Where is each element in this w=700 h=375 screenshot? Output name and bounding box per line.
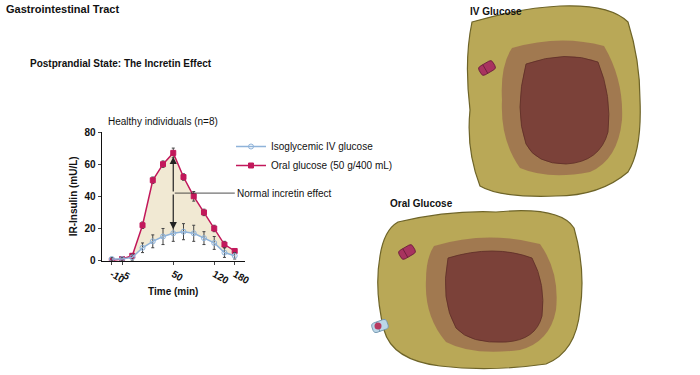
- svg-text:IR-Insulin (mU/L): IR-Insulin (mU/L): [68, 156, 79, 236]
- html-text:IV Glucose: IV Glucose: [470, 6, 522, 17]
- svg-text:-5: -5: [119, 268, 133, 282]
- svg-text:20: 20: [84, 223, 96, 234]
- html-text:Oral Glucose: Oral Glucose: [390, 198, 453, 209]
- html-text:Postprandial State: The Incret: Postprandial State: The Incretin Effect: [30, 58, 212, 69]
- svg-text:-10: -10: [108, 268, 126, 285]
- svg-text:Isoglycemic IV glucose: Isoglycemic IV glucose: [271, 141, 373, 152]
- svg-text:180: 180: [231, 268, 251, 286]
- svg-text:Time (min): Time (min): [148, 286, 198, 297]
- svg-text:40: 40: [84, 191, 96, 202]
- svg-text:60: 60: [84, 159, 96, 170]
- svg-text:Normal incretin effect: Normal incretin effect: [237, 188, 332, 199]
- svg-text:Healthy individuals (n=8): Healthy individuals (n=8): [108, 116, 218, 127]
- svg-text:50: 50: [170, 268, 186, 283]
- svg-text:0: 0: [90, 255, 96, 266]
- svg-text:Oral glucose (50 g/400 mL): Oral glucose (50 g/400 mL): [271, 160, 392, 171]
- svg-text:80: 80: [84, 127, 96, 138]
- html-text:Gastrointestinal Tract: Gastrointestinal Tract: [6, 3, 120, 15]
- svg-text:120: 120: [211, 268, 231, 286]
